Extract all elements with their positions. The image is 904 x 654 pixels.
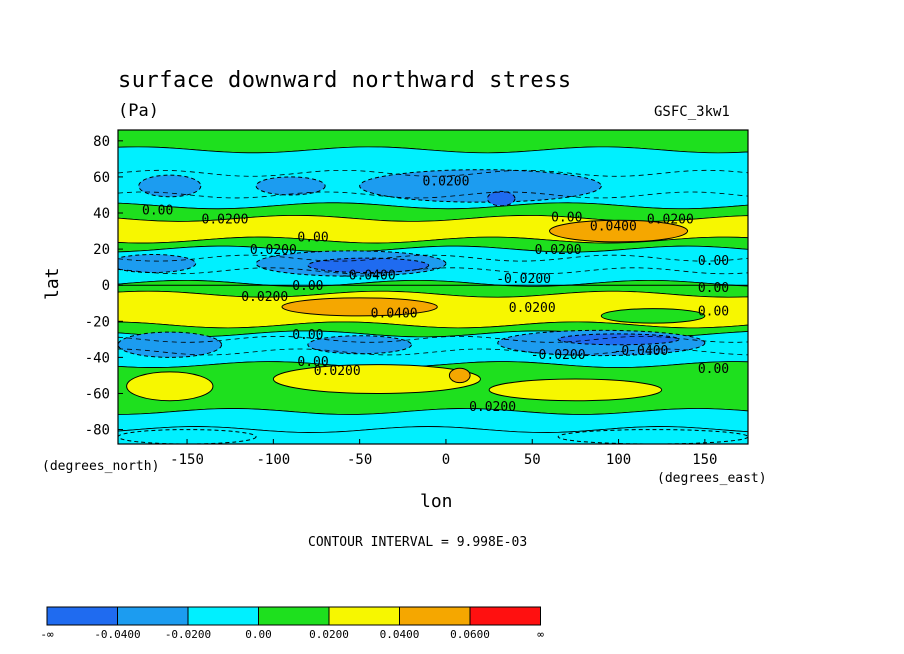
x-tick-label: 50 — [524, 452, 541, 468]
contour-label: 0.0200 — [241, 290, 288, 305]
y-tick-label: 40 — [93, 206, 110, 222]
x-tick-label: -150 — [170, 452, 204, 468]
contour-region — [118, 254, 197, 274]
contour-region — [549, 219, 689, 243]
y-tick-label: 20 — [93, 242, 110, 258]
colorbar-label: -∞ — [40, 628, 54, 641]
contour-label: 0.0200 — [509, 301, 556, 316]
contour-region — [359, 169, 602, 203]
axes: 80 60 40 20 0 -20 -40 -60 -80 -150 -100 -50 0 50 100 15… — [85, 129, 749, 468]
units-label: (Pa) — [118, 101, 159, 121]
contour-label: 0.0200 — [469, 400, 516, 415]
y-tick-label: 80 — [93, 134, 110, 150]
plot-frame — [117, 129, 749, 445]
contour-label: 0.00 — [698, 281, 729, 296]
y-tick-label: -20 — [85, 314, 110, 330]
contour-region — [126, 371, 214, 402]
contour-region — [255, 176, 326, 196]
contour-label: 0.0400 — [371, 306, 418, 321]
colorbar-swatch — [399, 606, 471, 626]
colorbar-swatch — [328, 606, 400, 626]
contour-label: -0.0400 — [614, 344, 669, 359]
negative-contour-line — [118, 267, 748, 275]
colorbar-label: -0.0200 — [165, 628, 211, 641]
contour-region — [557, 333, 680, 346]
contour-region — [448, 367, 471, 384]
contour-label: -0.0200 — [531, 348, 586, 363]
x-tick-label: -50 — [347, 452, 372, 468]
contour-region — [118, 331, 223, 358]
contour-interval: CONTOUR INTERVAL = 9.998E-03 — [308, 535, 528, 550]
plot-area — [118, 130, 748, 444]
colorbar: -∞ -0.0400 -0.0200 0.00 0.0200 0.0400 0.0600 ∞ — [40, 606, 544, 641]
colorbar-label: -0.0400 — [94, 628, 140, 641]
y-tick-label: 0 — [102, 278, 110, 294]
y-tick-label: -40 — [85, 350, 110, 366]
x-axis-label: lon — [420, 491, 453, 512]
y-tick-label: 60 — [93, 170, 110, 186]
contour-label: 0.0200 — [250, 243, 297, 258]
colorbar-swatch — [469, 606, 541, 626]
x-tick-label: -100 — [256, 452, 290, 468]
colorbar-swatch — [46, 606, 118, 626]
colorbar-label: 0.0200 — [309, 628, 349, 641]
contour-label: 0.00 — [698, 304, 729, 319]
contour-region — [281, 297, 438, 317]
negative-contour-line — [118, 191, 748, 199]
y-tick-label: -60 — [85, 386, 110, 402]
contour-region — [118, 429, 257, 444]
contour-label: 0.00 — [698, 362, 729, 377]
negative-contour-line — [118, 169, 748, 177]
contour-region — [488, 378, 663, 402]
y-tick-label: -80 — [85, 423, 110, 439]
contour-label: 0.0200 — [314, 364, 361, 379]
contour-region — [138, 174, 202, 198]
y-unit-note: (degrees_north) — [42, 459, 160, 474]
negative-contour-line — [118, 254, 748, 262]
contour-label: 0.00 — [292, 279, 323, 294]
contour-label: 0.0200 — [422, 175, 469, 190]
contour-label: 0.0200 — [202, 212, 249, 227]
colorbar-swatch — [117, 606, 189, 626]
colorbar-label: ∞ — [537, 628, 544, 641]
contour-label: 0.0200 — [535, 243, 582, 258]
contour-region — [272, 364, 481, 394]
colorbar-label: 0.00 — [245, 628, 272, 641]
contour-label: 0.00 — [297, 355, 328, 370]
contour-label: 0.0200 — [647, 212, 694, 227]
x-tick-label: 150 — [692, 452, 717, 468]
colorbar-label: 0.0400 — [380, 628, 420, 641]
contour-label: 0.00 — [292, 328, 323, 343]
contour-label: 0.00 — [297, 230, 328, 245]
contour-label: 0.00 — [551, 211, 582, 226]
contour-label: 0.0400 — [590, 220, 637, 235]
chart-title: surface downward northward stress — [118, 68, 572, 93]
colorbar-label: 0.0600 — [450, 628, 490, 641]
contour-label: 0.00 — [142, 203, 173, 218]
contour-region — [600, 308, 706, 324]
colorbar-swatch — [258, 606, 330, 626]
negative-contour-line — [118, 348, 748, 356]
x-tick-label: 100 — [606, 452, 631, 468]
contour-label: -0.0400 — [341, 268, 396, 283]
x-tick-label: 0 — [442, 452, 450, 468]
contour-region — [557, 429, 748, 444]
model-label: GSFC_3kw1 — [654, 104, 730, 120]
colorbar-swatch — [187, 606, 259, 626]
contour-region — [307, 257, 430, 274]
x-unit-note: (degrees_east) — [657, 471, 767, 486]
contour-region — [486, 190, 516, 207]
contour-label: -0.0200 — [496, 272, 551, 287]
contour-label: 0.00 — [698, 254, 729, 269]
negative-contour-line — [118, 335, 748, 343]
